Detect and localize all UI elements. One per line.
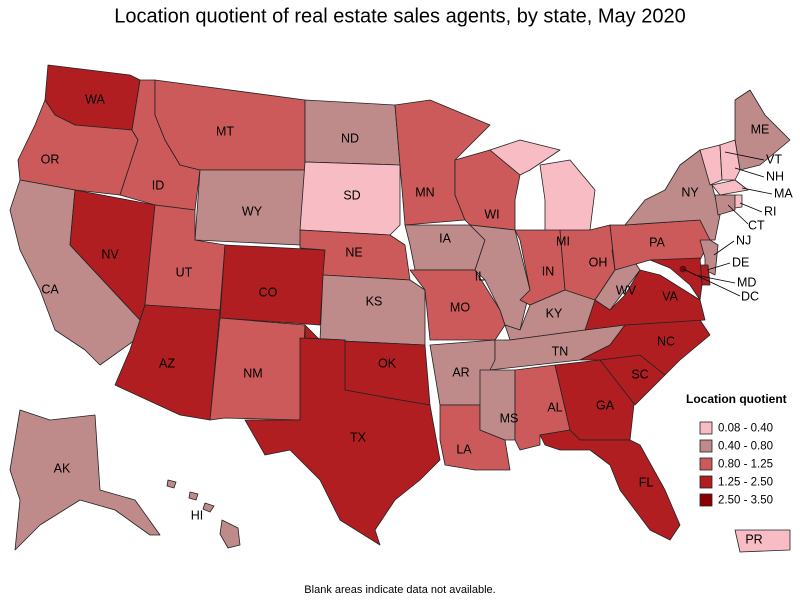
state-label: WI (484, 207, 499, 221)
title: Location quotient of real estate sales a… (114, 5, 685, 27)
state-label: KS (366, 294, 383, 308)
state-label: NM (243, 366, 262, 380)
state-label: AL (547, 400, 562, 414)
legend-label: 0.08 - 0.40 (718, 423, 773, 435)
state-label: WA (85, 92, 105, 106)
state-label: AK (54, 461, 71, 475)
state-label: ND (341, 131, 359, 145)
state-label: IL (475, 269, 485, 283)
state-shape (479, 369, 516, 441)
state-label: AR (452, 365, 469, 379)
legend-label: 2.50 - 3.50 (718, 495, 773, 507)
state-shape (114, 304, 221, 421)
state-shape (469, 224, 531, 331)
state-label: MO (450, 300, 470, 314)
state-shape (209, 317, 306, 421)
state-label: GA (596, 398, 615, 412)
state-label: TX (350, 430, 367, 444)
state-shape (734, 194, 743, 209)
state-label: ME (751, 122, 770, 136)
state-label: NJ (736, 233, 751, 247)
state-label: VT (766, 152, 782, 166)
legend-label: 0.40 - 0.80 (718, 441, 773, 453)
state-label: CA (41, 282, 59, 296)
state-label: CT (748, 218, 765, 232)
state-shape (714, 194, 736, 216)
state-shape (539, 429, 681, 541)
state-label: DC (741, 289, 759, 303)
state-label: UT (176, 265, 193, 279)
state-labels: WA OR CA NV ID MT WY UT AZ CO NM ND SD N… (41, 92, 794, 546)
state-label: ID (152, 178, 165, 192)
state-part (489, 139, 561, 176)
state-label: VA (662, 289, 678, 303)
state-label: MN (415, 185, 434, 199)
state-shape (244, 337, 441, 546)
state-part (166, 479, 177, 489)
state-label: WV (616, 283, 637, 297)
state-label: KY (546, 306, 563, 320)
state-label: AZ (159, 356, 175, 370)
state-shape (584, 269, 706, 331)
state-label: MI (556, 234, 570, 248)
state-label: OK (378, 356, 397, 370)
state-part (202, 502, 215, 513)
state-label: IA (439, 231, 451, 245)
state-label: FL (639, 475, 654, 489)
states (9, 64, 791, 553)
state-shape (649, 257, 703, 301)
state-label: NC (657, 334, 675, 348)
state-label: NH (766, 169, 784, 183)
state-part (219, 519, 241, 549)
legend-label: 1.25 - 2.50 (718, 477, 773, 489)
state-label: NV (101, 247, 119, 261)
state-label: MS (500, 411, 519, 425)
legend: 0.08 - 0.40 0.40 - 0.80 0.80 - 1.25 1.25 - … (699, 421, 773, 507)
state-label: LA (456, 442, 472, 456)
legend-swatch (699, 421, 713, 435)
legend-label: 0.80 - 1.25 (718, 459, 773, 471)
state-shape (299, 161, 401, 236)
state-label: NY (681, 185, 699, 199)
legend-swatch (699, 475, 713, 489)
state-shape (9, 409, 161, 551)
footnote: Blank areas indicate data not available. (304, 584, 495, 596)
state-part (188, 491, 199, 501)
state-label: CO (259, 285, 278, 299)
state-label: PA (649, 235, 665, 249)
state-label: NE (345, 245, 362, 259)
state-label: TN (552, 344, 569, 358)
legend-swatch (699, 439, 713, 453)
state-shape (711, 179, 749, 196)
state-label: SC (631, 367, 648, 381)
state-shape (319, 274, 426, 346)
state-label: HI (191, 508, 204, 522)
state-shape (409, 269, 506, 341)
state-label: SD (343, 188, 360, 202)
state-label: OH (589, 255, 608, 269)
state-shape (166, 479, 241, 549)
legend-swatch (699, 493, 713, 507)
state-label: DE (732, 255, 749, 269)
state-label: OR (41, 152, 60, 166)
state-label: RI (764, 204, 777, 218)
state-shape (219, 244, 326, 326)
legend-title: Location quotient (686, 392, 787, 406)
state-shape (719, 139, 741, 181)
state-label: IN (542, 264, 555, 278)
legend-swatch (699, 457, 713, 471)
state-label: MA (774, 186, 793, 200)
state-part (539, 159, 596, 236)
state-shape (734, 529, 791, 553)
state-label: MD (737, 275, 756, 289)
state-label: WY (242, 204, 263, 218)
state-shape (699, 239, 719, 276)
state-label: MT (216, 124, 234, 138)
state-label: PR (745, 532, 762, 546)
leader-lines (682, 151, 773, 297)
state-shape (489, 139, 596, 236)
